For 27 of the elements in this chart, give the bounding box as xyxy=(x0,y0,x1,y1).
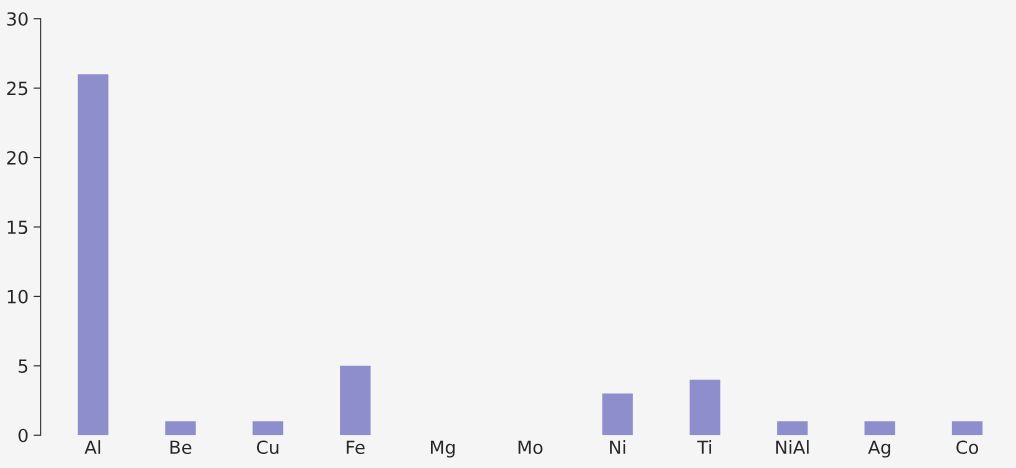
x-tick-label: Mg xyxy=(430,440,455,458)
x-tick-label: Fe xyxy=(346,440,365,455)
y-tick-label: 5 xyxy=(18,359,28,373)
x-tick-label: Al xyxy=(84,440,101,454)
x-tick-label: Mo xyxy=(518,440,543,455)
x-tick-label: Cu xyxy=(256,440,279,455)
x-tick-label: Co xyxy=(956,440,979,455)
y-tick-label: 15 xyxy=(7,220,28,235)
x-tick-label: NiAl xyxy=(776,440,809,454)
x-tick-label: Ag xyxy=(868,440,891,458)
x-tick-label: Ti xyxy=(697,440,712,454)
bar xyxy=(864,421,896,436)
x-tick-label: Ni xyxy=(610,440,626,454)
bar xyxy=(777,421,808,436)
y-tick-label: 25 xyxy=(7,81,28,96)
y-tick-label: 10 xyxy=(7,289,28,304)
bar xyxy=(951,421,983,436)
x-tick-label: Be xyxy=(170,440,192,455)
bar xyxy=(602,393,633,436)
bar xyxy=(340,365,371,436)
y-tick-label: 20 xyxy=(7,151,28,165)
bar xyxy=(165,421,196,436)
y-tick-label: 0 xyxy=(18,428,28,443)
bar xyxy=(689,379,721,436)
bar xyxy=(77,74,109,436)
y-tick-label: 30 xyxy=(7,12,28,26)
bar xyxy=(252,421,284,436)
